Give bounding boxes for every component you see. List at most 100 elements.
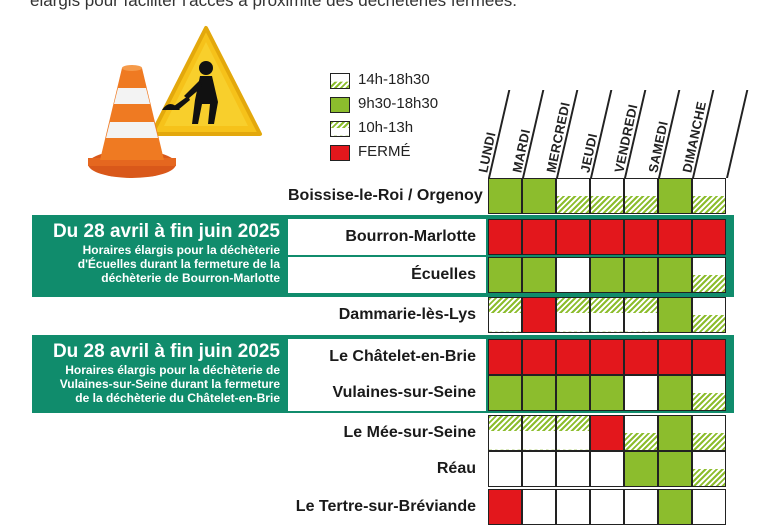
row-name: Réau [288, 451, 486, 487]
table-row: Le Mée-sur-Seine [288, 415, 730, 451]
schedule-cell-closed [522, 297, 556, 333]
schedule-cell-open-full-day [590, 257, 624, 293]
info-box-title: Du 28 avril à fin juin 2025 [52, 341, 280, 362]
schedule-cell-open-afternoon [590, 178, 624, 214]
schedule-cell-closed [692, 219, 726, 255]
roadwork-illustration [88, 26, 262, 178]
day-header-dimanche: DIMANCHE [679, 90, 726, 178]
schedule-cell-closed [624, 339, 658, 375]
schedule-cell-open-afternoon [692, 297, 726, 333]
row-name: Le Mée-sur-Seine [288, 415, 486, 451]
legend-swatch-afternoon [330, 73, 350, 89]
schedule-cell-open-afternoon [692, 375, 726, 411]
schedule-cell-open-morning [488, 415, 522, 451]
schedule-cell-closed [556, 219, 590, 255]
legend-label: 14h-18h30 [358, 71, 430, 88]
schedule-cell-open-morning [556, 297, 590, 333]
schedule-cell-closed [556, 339, 590, 375]
intro-text: élargis pour faciliter l'accès à proximi… [30, 0, 518, 10]
info-box-line: déchèterie de Bourron-Marlotte [101, 271, 280, 285]
info-box-line: de la déchèterie du Châtelet-en-Brie [75, 391, 280, 405]
schedule-cell-open-partial [692, 489, 726, 525]
schedule-cell-closed [488, 219, 522, 255]
schedule-cell-open-afternoon [556, 178, 590, 214]
table-row: Écuelles [288, 257, 730, 293]
schedule-cell-open-morning [556, 415, 590, 451]
schedule-cell-open-morning [488, 297, 522, 333]
schedule-cell-open-full-day [624, 257, 658, 293]
legend-label: FERMÉ [358, 143, 411, 160]
schedule-cell-open-full-day [488, 257, 522, 293]
table-row: Réau [288, 451, 730, 487]
info-box-line: Horaires élargis pour la déchèterie de [65, 363, 280, 377]
legend-label: 10h-13h [358, 119, 414, 136]
schedule-cell-open-full-day [488, 375, 522, 411]
schedule-cell-open-full-day [658, 415, 692, 451]
warning-sign-icon [150, 26, 262, 136]
schedule-cell-open-afternoon [624, 178, 658, 214]
table-row: Le Châtelet-en-Brie [288, 339, 730, 375]
schedule-cell-open-full-day [658, 257, 692, 293]
day-header-end [726, 90, 760, 178]
schedule-cell-open-partial [522, 489, 556, 525]
schedule-cell-open-afternoon [692, 415, 726, 451]
schedule-cell-open-full-day [522, 178, 556, 214]
schedule-cell-closed [488, 339, 522, 375]
table-row: Boissise-le-Roi / Orgenoy [288, 178, 730, 214]
schedule-cell-open-full-day [658, 297, 692, 333]
schedule-cell-open-morning [522, 415, 556, 451]
row-name: Le Châtelet-en-Brie [288, 339, 486, 375]
schedule-cell-closed [658, 339, 692, 375]
schedule-cell-open-partial [488, 451, 522, 487]
schedule-cell-open-partial [556, 257, 590, 293]
info-box-line: d'Écuelles durant la fermeture de la [77, 257, 280, 271]
schedule-cell-open-full-day [556, 375, 590, 411]
schedule-cell-closed [658, 219, 692, 255]
schedule-cell-open-full-day [658, 489, 692, 525]
row-name: Le Tertre-sur-Bréviande [288, 489, 486, 525]
table-row: Dammarie-lès-Lys [288, 297, 730, 333]
schedule-cell-closed [522, 339, 556, 375]
schedule-cell-open-morning [590, 297, 624, 333]
row-name: Écuelles [288, 257, 486, 293]
row-name: Dammarie-lès-Lys [288, 297, 486, 333]
legend-swatch-closed [330, 145, 350, 161]
schedule-cell-open-full-day [658, 178, 692, 214]
schedule-cell-open-full-day [488, 178, 522, 214]
schedule-cell-open-full-day [522, 375, 556, 411]
legend-swatch-fullday [330, 97, 350, 113]
schedule-cell-open-full-day [522, 257, 556, 293]
traffic-cone-icon [88, 65, 176, 178]
schedule-cell-closed [624, 219, 658, 255]
schedule-cell-open-partial [522, 451, 556, 487]
schedule-cell-open-full-day [658, 375, 692, 411]
schedule-cell-closed [590, 415, 624, 451]
schedule-cell-open-partial [590, 489, 624, 525]
info-box-line: Horaires élargis pour la déchèterie [82, 243, 280, 257]
table-row: Le Tertre-sur-Bréviande [288, 489, 730, 525]
schedule-cell-open-full-day [658, 451, 692, 487]
row-name: Vulaines-sur-Seine [288, 375, 486, 411]
schedule-cell-closed [522, 219, 556, 255]
schedule-cell-open-full-day [590, 375, 624, 411]
info-box-line: Vulaines-sur-Seine durant la fermeture [59, 377, 280, 391]
schedule-cell-open-afternoon [624, 415, 658, 451]
legend-swatch-morning [330, 121, 350, 137]
table-row: Vulaines-sur-Seine [288, 375, 730, 411]
schedule-cell-open-afternoon [692, 257, 726, 293]
schedule-cell-closed [488, 489, 522, 525]
schedule-cell-open-partial [590, 451, 624, 487]
table-row: Bourron-Marlotte [288, 219, 730, 255]
info-box-title: Du 28 avril à fin juin 2025 [52, 221, 280, 242]
legend-label: 9h30-18h30 [358, 95, 439, 112]
schedule-cell-open-partial [624, 375, 658, 411]
schedule-cell-open-afternoon [692, 178, 726, 214]
info-box-bourron: Du 28 avril à fin juin 2025 Horaires éla… [32, 215, 288, 297]
schedule-cell-open-full-day [624, 451, 658, 487]
schedule-cell-closed [692, 339, 726, 375]
schedule-cell-open-partial [624, 489, 658, 525]
schedule-cell-closed [590, 219, 624, 255]
schedule-cell-closed [590, 339, 624, 375]
row-name: Bourron-Marlotte [288, 219, 486, 255]
schedule-cell-open-afternoon [692, 451, 726, 487]
